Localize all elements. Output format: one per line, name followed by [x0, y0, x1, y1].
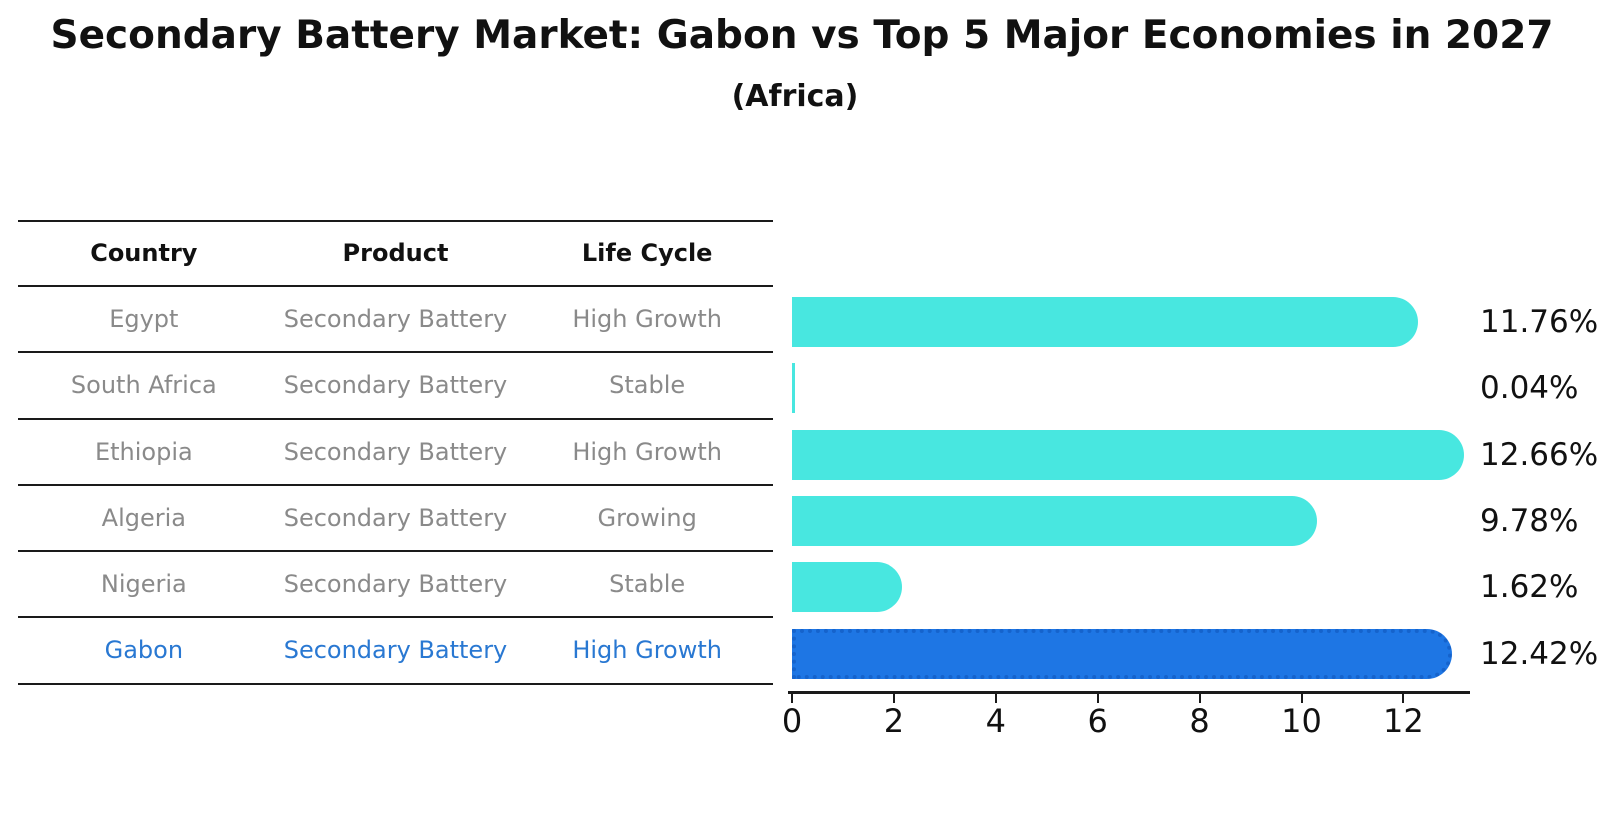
lifecycle-cell: High Growth	[572, 304, 722, 333]
country-cell: Gabon	[104, 636, 184, 665]
table-body: Egypt Secondary Battery High Growth Sout…	[18, 287, 773, 685]
bar-row: 12.42%	[792, 621, 1604, 687]
x-axis-tick	[1402, 694, 1405, 703]
product-cell: Secondary Battery	[283, 570, 508, 599]
value-bar	[792, 628, 1452, 679]
value-label: 11.76%	[1480, 304, 1599, 341]
x-axis-tick-label: 4	[985, 702, 1006, 740]
x-axis-tick-label: 12	[1383, 702, 1424, 740]
country-cell: South Africa	[70, 371, 217, 400]
bar-chart: 11.76% 0.04% 12.66% 9.78% 1.62% 12.42%	[792, 289, 1604, 687]
page-title: Secondary Battery Market: Gabon vs Top 5…	[50, 13, 1554, 58]
value-label: 9.78%	[1480, 503, 1579, 540]
x-axis-tick	[1300, 694, 1303, 703]
value-label: 12.42%	[1480, 635, 1599, 672]
table-row: Nigeria Secondary Battery Stable	[18, 552, 773, 619]
x-axis-tick-label: 8	[1189, 702, 1210, 740]
bar-row: 12.66%	[792, 422, 1604, 488]
product-cell: Secondary Battery	[283, 437, 508, 466]
country-cell: Nigeria	[100, 570, 187, 599]
product-cell: Secondary Battery	[283, 371, 508, 400]
table-row: South Africa Secondary Battery Stable	[18, 353, 773, 420]
comparison-table: Country Product Life Cycle Egypt Seconda…	[18, 220, 773, 685]
table-row: Gabon Secondary Battery High Growth	[18, 618, 773, 685]
table-row: Algeria Secondary Battery Growing	[18, 486, 773, 553]
lifecycle-cell: High Growth	[572, 437, 722, 466]
x-axis-tick	[1198, 694, 1201, 703]
value-label: 12.66%	[1480, 436, 1599, 473]
product-cell: Secondary Battery	[283, 304, 508, 333]
lifecycle-cell: High Growth	[572, 636, 722, 665]
lifecycle-cell: Stable	[609, 570, 686, 599]
x-axis-line	[788, 691, 1470, 694]
value-bar	[792, 429, 1465, 480]
header-product: Product	[342, 239, 449, 268]
table-row: Egypt Secondary Battery High Growth	[18, 287, 773, 354]
table-header-row: Country Product Life Cycle	[18, 220, 773, 287]
x-axis-tick	[791, 694, 793, 703]
x-axis-tick-label: 2	[883, 702, 905, 740]
bar-row: 0.04%	[792, 355, 1604, 421]
x-axis-tick	[892, 694, 895, 703]
value-label: 0.04%	[1480, 370, 1579, 407]
value-label: 1.62%	[1480, 569, 1579, 606]
lifecycle-cell: Growing	[597, 503, 697, 532]
value-bar	[792, 495, 1318, 546]
bar-row: 9.78%	[792, 488, 1604, 554]
x-axis-tick-label: 0	[781, 702, 803, 740]
header-country: Country	[90, 239, 198, 268]
country-cell: Algeria	[101, 503, 186, 532]
x-axis-tick	[994, 694, 997, 703]
value-bar	[792, 297, 1419, 347]
x-axis-tick-label: 6	[1087, 702, 1108, 740]
bar-row: 1.62%	[792, 554, 1604, 620]
header-lifecycle: Life Cycle	[581, 239, 713, 268]
value-bar	[792, 363, 795, 414]
table-row: Ethiopia Secondary Battery High Growth	[18, 420, 773, 486]
bar-row: 11.76%	[792, 289, 1604, 355]
country-cell: Ethiopia	[94, 437, 193, 466]
x-axis-tick-label: 10	[1281, 702, 1322, 740]
product-cell: Secondary Battery	[283, 636, 508, 665]
x-axis-tick	[1096, 694, 1099, 703]
value-bar	[792, 562, 902, 613]
lifecycle-cell: Stable	[609, 371, 686, 400]
country-cell: Egypt	[109, 304, 179, 333]
product-cell: Secondary Battery	[283, 503, 508, 532]
page-subtitle: (Africa)	[731, 79, 859, 114]
